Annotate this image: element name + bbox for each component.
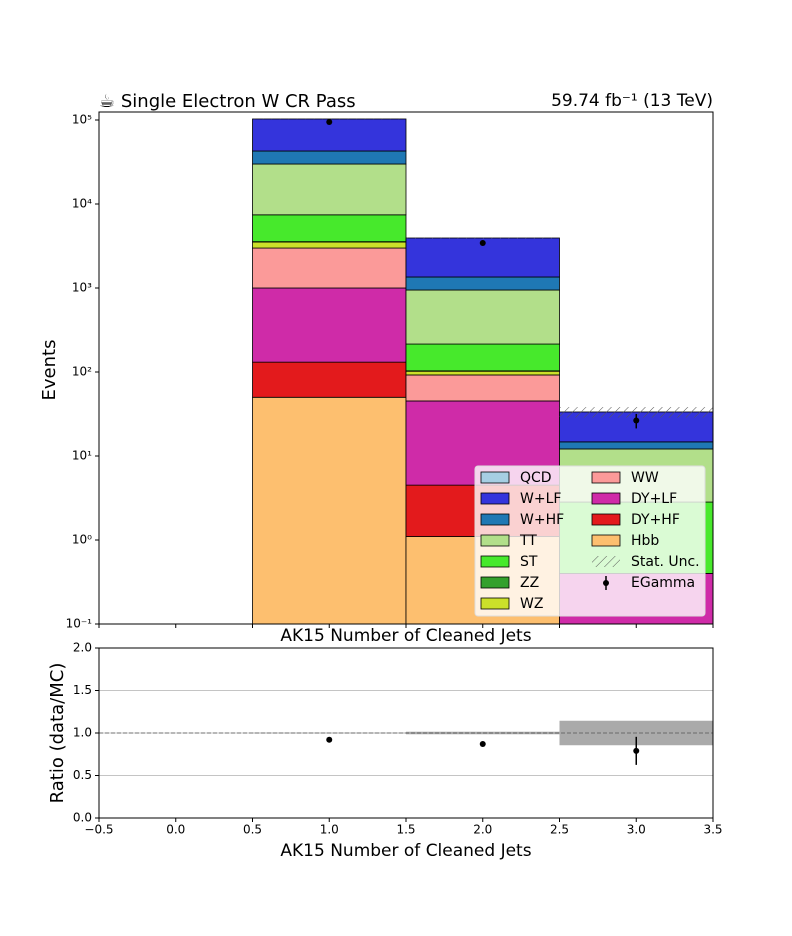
bar-segment <box>252 396 407 624</box>
legend-swatch <box>591 513 621 526</box>
x-tick-label: 1.0 <box>320 823 339 837</box>
legend-swatch <box>480 597 510 610</box>
legend-label: Hbb <box>631 533 659 549</box>
legend-swatch <box>480 576 510 589</box>
legend-label: WW <box>631 470 659 486</box>
bar-segment <box>252 361 407 398</box>
uncertainty-band <box>406 731 560 735</box>
bar-segment <box>559 441 713 450</box>
uncertainty-band <box>406 237 560 239</box>
bar-segment <box>252 163 407 216</box>
bar-segment <box>405 343 560 372</box>
bar-segment <box>405 289 560 345</box>
legend-label: W+LF <box>520 491 561 507</box>
y-tick-label: 10⁴ <box>72 196 92 210</box>
x-tick-label: 0.5 <box>243 823 262 837</box>
data-point <box>326 736 333 743</box>
y-tick-label: 2.0 <box>73 641 92 655</box>
y-tick-label: 10⁵ <box>72 112 92 126</box>
legend-swatch <box>480 534 510 547</box>
bar-segment <box>252 214 407 243</box>
legend-label: EGamma <box>631 575 695 591</box>
x-tick-label: 2.0 <box>473 823 492 837</box>
chart-title: ☕ Single Electron W CR Pass <box>99 91 356 112</box>
y-tick-label: 10⁰ <box>72 532 92 546</box>
bar-segment <box>252 287 407 363</box>
y-tick-label: 10⁻¹ <box>66 617 93 631</box>
legend-swatch <box>591 534 621 547</box>
x-axis-label: AK15 Number of Cleaned Jets <box>280 841 531 861</box>
bar-segment <box>252 247 407 289</box>
legend-label: ST <box>520 554 538 570</box>
legend-label: TT <box>519 533 537 549</box>
legend-swatch <box>480 555 510 568</box>
x-tick-label: 3.5 <box>703 823 722 837</box>
bar-segment <box>252 241 407 249</box>
legend-label: ZZ <box>520 575 539 591</box>
uncertainty-band <box>559 407 713 418</box>
y-axis-label: Ratio (data/MC) <box>47 663 68 804</box>
legend-label: QCD <box>520 470 552 486</box>
x-tick-label: −0.5 <box>84 823 113 837</box>
legend-label: WZ <box>520 596 543 612</box>
bar-segment <box>405 374 560 402</box>
x-tick-label: 3.0 <box>627 823 646 837</box>
legend-swatch <box>591 471 621 484</box>
bar-segment <box>405 276 560 291</box>
y-tick-label: 0.0 <box>73 811 92 825</box>
data-point <box>479 240 486 247</box>
legend-swatch <box>592 556 620 567</box>
legend-swatch <box>603 580 609 586</box>
data-point <box>326 119 333 126</box>
y-tick-label: 10³ <box>72 280 92 294</box>
x-tick-label: 2.5 <box>550 823 569 837</box>
legend-swatch <box>480 471 510 484</box>
y-tick-label: 1.0 <box>73 726 92 740</box>
data-point <box>633 747 640 754</box>
chart-subtitle: 59.74 fb⁻¹ (13 TeV) <box>551 91 713 111</box>
x-axis-label: AK15 Number of Cleaned Jets <box>280 626 531 646</box>
y-tick-label: 0.5 <box>73 768 92 782</box>
bar-segment <box>252 150 407 165</box>
bar-segment <box>405 370 560 376</box>
legend-label: Stat. Unc. <box>631 554 700 570</box>
data-point <box>479 741 486 748</box>
legend-frame <box>474 465 706 617</box>
x-tick-label: 0.0 <box>166 823 185 837</box>
legend-label: DY+LF <box>631 491 677 507</box>
x-tick-label: 1.5 <box>396 823 415 837</box>
y-axis-label: Events <box>39 340 60 401</box>
data-point <box>633 417 640 424</box>
legend-swatch <box>480 492 510 505</box>
legend-label: W+HF <box>520 512 564 528</box>
plot-area <box>99 648 713 818</box>
y-tick-label: 1.5 <box>73 683 92 697</box>
y-tick-label: 10¹ <box>72 448 92 462</box>
y-tick-label: 10² <box>72 364 92 378</box>
legend-label: DY+HF <box>631 512 680 528</box>
legend-swatch <box>480 513 510 526</box>
legend-swatch <box>591 492 621 505</box>
